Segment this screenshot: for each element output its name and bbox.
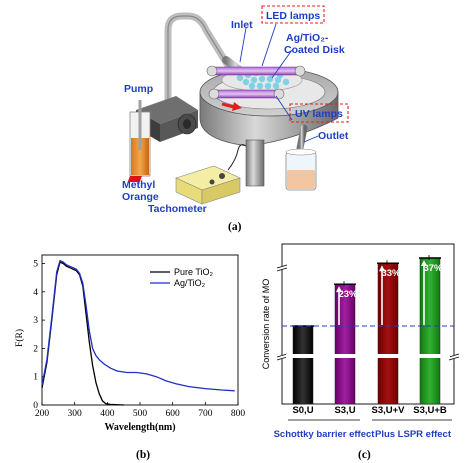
chart-c-frame <box>281 243 455 405</box>
chart-b-legend: Pure TiO₂ Ag/TiO₂ <box>150 267 214 288</box>
increase-label-3: 37% <box>423 263 443 274</box>
increase-label-1: 23% <box>338 289 358 300</box>
panel-b-chart: 200 300 400 500 600 700 800 0 1 2 3 4 5 F(R) Wavelen… <box>14 254 245 461</box>
chart-b-ticks: 200 300 400 500 600 700 800 0 1 2 3 4 5 <box>33 259 245 419</box>
increase-label-2: 33% <box>381 268 401 279</box>
y-tick-label: 2 <box>33 344 38 354</box>
legend-pure-tio2: Pure TiO₂ <box>174 267 214 277</box>
led-lamp <box>206 65 306 77</box>
y-tick-label: 1 <box>33 373 38 383</box>
bar-3 <box>419 257 441 405</box>
x-tick-label: 800 <box>231 409 246 419</box>
caption-c: (c) <box>358 449 371 461</box>
x-tick-label: 300 <box>68 409 83 419</box>
rotation-arrow <box>221 102 235 109</box>
increase-arrowhead-1 <box>336 286 342 293</box>
label-disk-line2: Coated Disk <box>284 44 345 56</box>
uv-lamp <box>208 88 285 100</box>
axis-break-top <box>276 264 288 272</box>
caption-b: (b) <box>136 449 150 461</box>
x-tick-label: 700 <box>198 409 213 419</box>
chart-b-xlabel: Wavelength(nm) <box>104 422 175 433</box>
series-line-1 <box>41 259 235 392</box>
label-disk-line1: Ag/TiO₂- <box>286 32 329 44</box>
chart-b-series <box>41 259 235 406</box>
y-tick-label: 5 <box>33 259 38 269</box>
axis-break-bottom <box>276 353 460 361</box>
category-label-3: S3,U+B <box>413 405 447 416</box>
label-methyl-line1: Methyl <box>122 179 155 191</box>
uv-lamps-box <box>289 103 349 123</box>
reactor <box>199 67 339 187</box>
chart-c-ylabel: Conversion rate of MO <box>261 279 271 370</box>
leader-lines <box>239 23 319 143</box>
increase-arrowhead-2 <box>379 265 385 272</box>
bar-1 <box>334 283 356 405</box>
group-lspr: Plus LSPR effect <box>375 429 452 440</box>
label-led-lamps: LED lamps <box>266 10 320 22</box>
tachometer <box>127 144 247 205</box>
label-outlet: Outlet <box>318 130 349 142</box>
category-label-1: S3,U <box>334 405 355 416</box>
x-tick-label: 600 <box>166 409 181 419</box>
chart-c-bars: S0,U S3,U 23% S3,U+V 33% S3,U+B 37% <box>292 255 447 416</box>
bar-break-band <box>286 354 450 358</box>
label-inlet: Inlet <box>231 19 253 31</box>
x-tick-label: 400 <box>100 409 115 419</box>
x-tick-label: 200 <box>35 409 50 419</box>
methyl-orange-cylinder <box>129 100 151 177</box>
group-schottky: Schottky barrier effect <box>274 429 376 440</box>
x-tick-label: 500 <box>133 409 148 419</box>
label-methyl-line2: Orange <box>122 191 159 203</box>
chart-b-frame <box>41 254 239 406</box>
bar-2 <box>377 262 399 405</box>
legend-ag-tio2: Ag/TiO₂ <box>174 278 206 288</box>
increase-arrowhead-3 <box>421 260 427 266</box>
label-tachometer: Tachometer <box>148 203 207 215</box>
category-label-0: S0,U <box>292 405 313 416</box>
y-tick-label: 0 <box>33 401 38 411</box>
chart-b-ylabel: F(R) <box>14 329 25 347</box>
outlet-beaker <box>285 148 317 191</box>
led-lamps-box <box>261 5 325 24</box>
y-tick-label: 3 <box>33 316 38 326</box>
panel-c-chart: S0,U S3,U 23% S3,U+V 33% S3,U+B 37% Conversion… <box>261 243 460 461</box>
outlet-pipe <box>296 124 308 152</box>
label-uv-lamps: UV lamps <box>295 108 343 120</box>
category-label-2: S3,U+V <box>371 405 405 416</box>
panel-a-apparatus: Inlet LED lamps Ag/TiO₂- Coated Disk Pum… <box>122 5 349 233</box>
caption-a: (a) <box>228 221 242 233</box>
y-tick-label: 4 <box>33 288 38 298</box>
label-pump: Pump <box>124 83 153 95</box>
bar-0 <box>292 325 314 405</box>
